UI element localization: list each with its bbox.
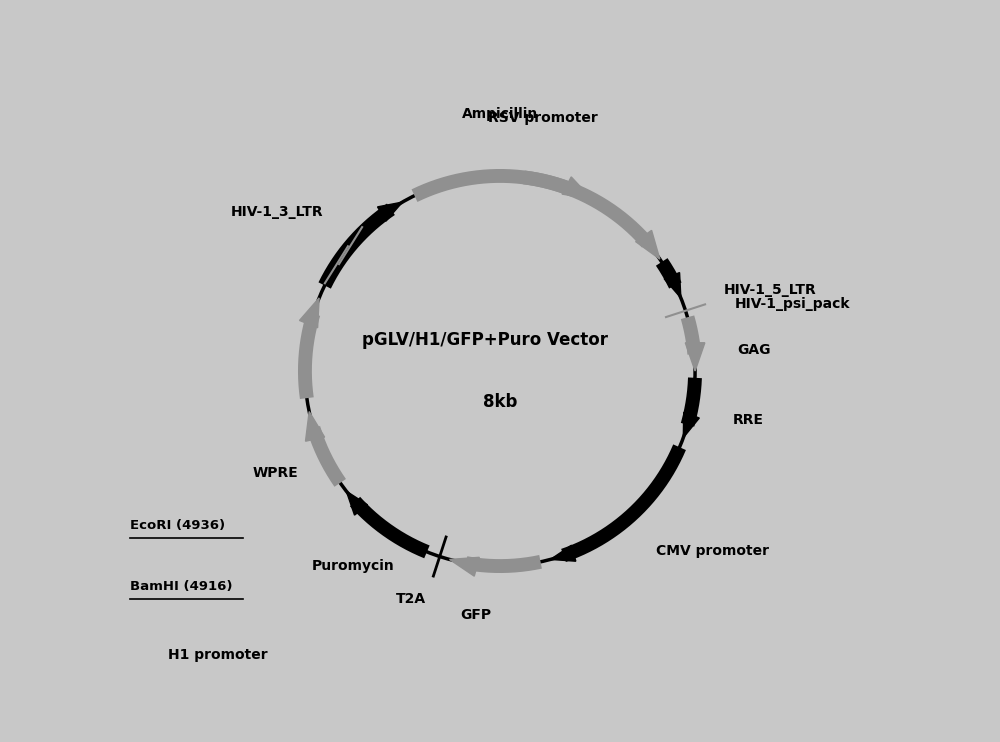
Polygon shape [378, 202, 402, 221]
Polygon shape [685, 343, 705, 371]
Text: GFP: GFP [460, 608, 491, 622]
Polygon shape [306, 412, 325, 441]
Text: WPRE: WPRE [253, 466, 298, 480]
Polygon shape [346, 491, 368, 515]
Text: BamHI (4916): BamHI (4916) [130, 580, 233, 593]
Polygon shape [550, 545, 576, 561]
Polygon shape [683, 413, 699, 438]
Text: pGLV/H1/GFP+Puro Vector: pGLV/H1/GFP+Puro Vector [362, 331, 608, 349]
Text: Ampicillin: Ampicillin [462, 108, 538, 121]
Polygon shape [300, 298, 319, 328]
Text: GAG: GAG [737, 344, 771, 357]
Text: RSV promoter: RSV promoter [488, 111, 598, 125]
Text: RRE: RRE [733, 413, 764, 427]
Polygon shape [562, 177, 592, 199]
Text: T2A: T2A [396, 591, 426, 605]
Text: Puromycin: Puromycin [312, 559, 395, 573]
Polygon shape [664, 272, 681, 298]
Text: HIV-1_5_LTR: HIV-1_5_LTR [724, 283, 816, 297]
Polygon shape [450, 557, 479, 576]
Text: HIV-1_3_LTR: HIV-1_3_LTR [231, 205, 323, 219]
Polygon shape [636, 230, 660, 259]
Text: H1 promoter: H1 promoter [168, 649, 267, 662]
Text: 8kb: 8kb [483, 393, 517, 411]
Text: CMV promoter: CMV promoter [656, 544, 769, 557]
Text: EcoRI (4936): EcoRI (4936) [130, 519, 226, 531]
Text: HIV-1_psi_pack: HIV-1_psi_pack [734, 297, 850, 311]
